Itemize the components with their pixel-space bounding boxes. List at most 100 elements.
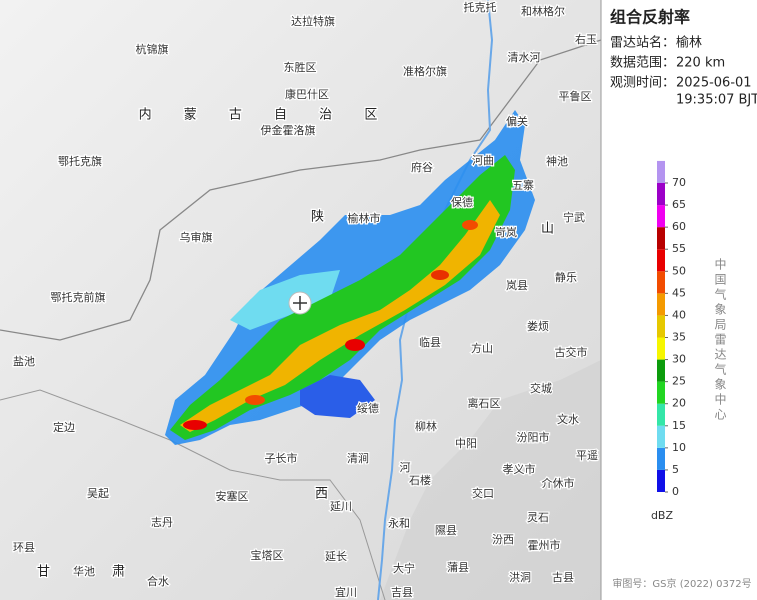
place-label: 陕 [311, 210, 325, 225]
province-border [0, 39, 602, 341]
place-label: 和林格尔 [521, 4, 565, 18]
place-label: 离石区 [468, 396, 501, 410]
legend-swatch [657, 447, 665, 470]
legend-swatch [657, 315, 665, 338]
place-label: 志丹 [151, 516, 173, 529]
place-label: 定边 [53, 420, 75, 434]
info-panel: 组合反射率 雷达站名： 榆林 数据范围： 220 km 观测时间： 2025-0… [610, 8, 757, 591]
legend-swatch [657, 359, 665, 382]
place-label: 古县 [552, 571, 574, 584]
place-label: 河曲 [472, 154, 494, 167]
legend-tick-label: 40 [672, 308, 686, 321]
place-label: 隰县 [435, 524, 457, 537]
place-label: 华池 [73, 564, 95, 578]
field-value: 榆林 [676, 36, 702, 51]
place-label: 鄂托克前旗 [51, 290, 106, 304]
place-label: 准格尔旗 [403, 64, 447, 78]
legend-tick-label: 65 [672, 198, 686, 211]
place-label: 石楼 [409, 473, 431, 487]
panel-title: 组合反射率 [610, 8, 690, 27]
terrain-shade [380, 360, 601, 600]
legend-swatch [657, 227, 665, 250]
legend-swatch [657, 403, 665, 426]
place-label: 吴起 [87, 487, 109, 500]
place-label: 灵石 [527, 511, 549, 524]
place-label: 神池 [546, 154, 568, 168]
echo-cyan [230, 270, 340, 330]
place-label: 延长 [325, 550, 347, 563]
place-label: 孝义市 [503, 462, 536, 476]
place-label: 霍州市 [528, 538, 561, 552]
legend-tick-label: 10 [672, 441, 686, 454]
place-label: 河 [400, 461, 411, 474]
legend-unit: dBZ [651, 509, 674, 522]
place-label: 清水河 [508, 51, 541, 64]
place-label: 汾西 [492, 533, 514, 546]
place-label: 方山 [471, 341, 493, 355]
place-label: 宁武 [563, 210, 585, 224]
place-label: 右玉 [575, 32, 597, 46]
place-label: 清涧 [347, 452, 369, 465]
legend-swatch [657, 469, 665, 492]
time-date: 2025-06-01 [676, 76, 752, 91]
field-label: 数据范围： [610, 56, 675, 71]
place-label: 大宁 [393, 561, 415, 575]
place-label: 静乐 [555, 270, 577, 284]
place-label: 偏关 [506, 114, 528, 128]
place-label: 永和 [388, 516, 410, 530]
place-label: 东胜区 [284, 60, 317, 74]
place-label: 内 蒙 古 自 治 区 [139, 107, 392, 123]
place-label: 达拉特旗 [291, 14, 335, 28]
legend-tick-label: 35 [672, 331, 686, 344]
place-label: 岢岚 [495, 226, 517, 239]
place-label: 五寨 [512, 178, 534, 192]
legend-tick-label: 15 [672, 419, 686, 432]
legend-tick-label: 30 [672, 353, 686, 366]
place-label: 介休市 [542, 476, 575, 490]
field-label: 雷达站名： [610, 35, 675, 51]
province-border [0, 389, 386, 600]
place-label: 绥德 [357, 401, 379, 415]
place-label: 府谷 [411, 160, 433, 174]
legend-swatch [657, 271, 665, 294]
echo-weak [300, 375, 375, 418]
radar-site-marker [293, 296, 307, 310]
place-label: 西 [315, 487, 329, 502]
place-label: 肃 [112, 565, 126, 580]
place-label: 托克托 [464, 0, 497, 14]
place-label: 榆林市 [348, 211, 381, 225]
legend-swatch [657, 160, 665, 183]
legend-tick-label: 20 [672, 397, 686, 410]
place-label: 蒲县 [447, 560, 469, 574]
place-label: 乌审旗 [180, 230, 213, 244]
field-label: 观测时间： [610, 76, 675, 91]
place-label: 交口 [472, 486, 494, 500]
place-label: 康巴什区 [285, 87, 329, 101]
place-label: 柳林 [415, 419, 437, 433]
place-label: 盐池 [13, 355, 35, 368]
legend-swatch [657, 425, 665, 448]
place-label: 宜川 [335, 585, 357, 599]
place-label: 山 [541, 222, 555, 237]
place-label: 甘 [37, 565, 51, 580]
echo-core [345, 339, 365, 351]
echo-core [462, 220, 478, 230]
legend-swatch [657, 205, 665, 228]
legend-tick-label: 5 [672, 463, 679, 476]
place-label: 吉县 [391, 586, 413, 599]
echo-core [245, 395, 265, 405]
place-label: 宝塔区 [251, 548, 284, 562]
time-clock: 19:35:07 BJT [676, 93, 757, 108]
legend-tick-label: 45 [672, 286, 686, 299]
echo-core [431, 270, 449, 280]
place-label: 古交市 [555, 345, 588, 359]
place-label: 中阳 [455, 437, 477, 450]
radar-echo [165, 110, 535, 445]
place-label: 环县 [13, 541, 35, 554]
field-value: 220 km [676, 56, 725, 71]
echo-moderate [170, 155, 515, 440]
place-label: 临县 [419, 335, 441, 349]
